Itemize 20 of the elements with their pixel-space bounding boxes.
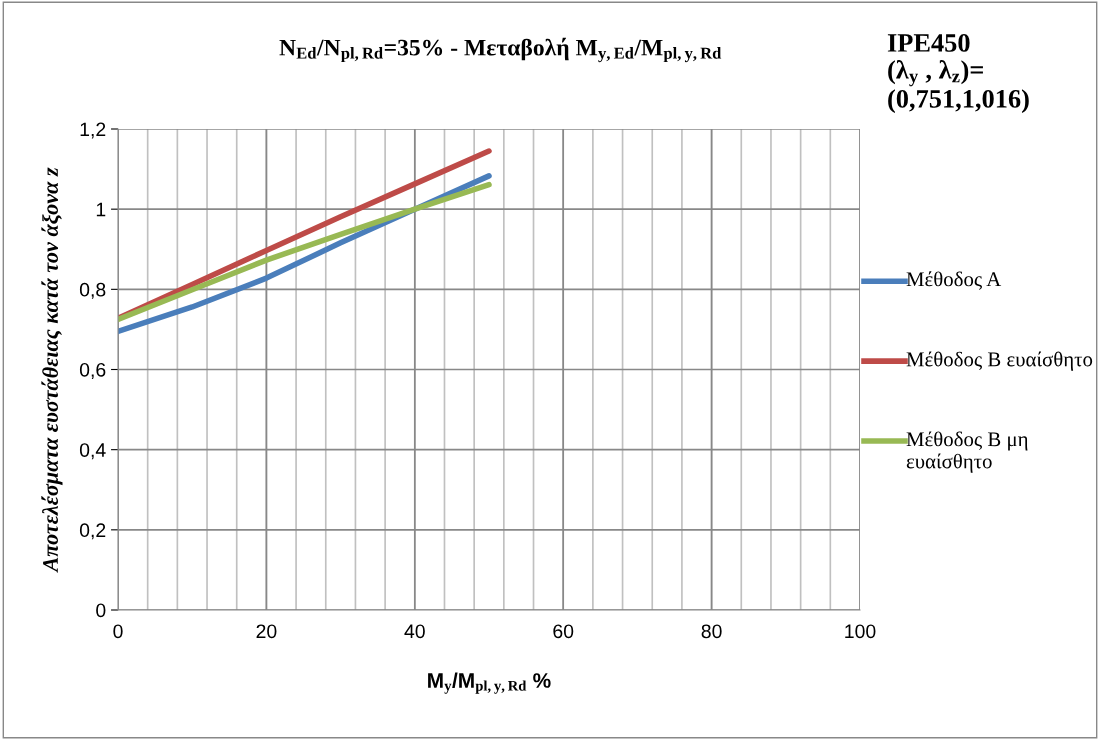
- y-tick-label: 0,6: [79, 362, 106, 380]
- x-tick-label: 0: [113, 624, 123, 639]
- y-tick-label: 0,8: [79, 282, 106, 299]
- legend-label: Μέθοδος Β μη ευαίσθητο: [906, 431, 1028, 473]
- text: IPE450 (λ$_{y}$ , λ$_{z}$)= (0,751,1,016): [887, 34, 1029, 114]
- x-tick-label: 40: [404, 624, 425, 639]
- x-tick-label: 60: [553, 624, 574, 639]
- y-tick-label: 0,2: [79, 523, 106, 540]
- y-axis-title: Αποτελέσματα ευστάθειας κατά τον άξονα z: [41, 167, 63, 573]
- y-tick-label: 0,4: [79, 443, 106, 460]
- legend-label: Μέθοδος Α: [906, 271, 1002, 290]
- legend-label: Μέθοδος Β ευαίσθητο: [906, 351, 1093, 371]
- y-tick-label: 1: [96, 202, 106, 217]
- chart-title: N$_{Ed}$/N$_{pl,Rd}$=35% - Μεταβολή M$_{y,Ed}$/M$_{pl,y,Rd}$: [279, 37, 722, 63]
- y-tick-label: 0: [96, 603, 106, 618]
- x-tick-label: 100: [845, 624, 876, 639]
- x-tick-label: 20: [256, 624, 277, 639]
- y-tick-label: 1,2: [80, 122, 106, 139]
- x-tick-label: 80: [701, 624, 722, 639]
- x-axis-title: M$_{y}$/M$_{pl,y,Rd}$ %: [428, 672, 551, 694]
